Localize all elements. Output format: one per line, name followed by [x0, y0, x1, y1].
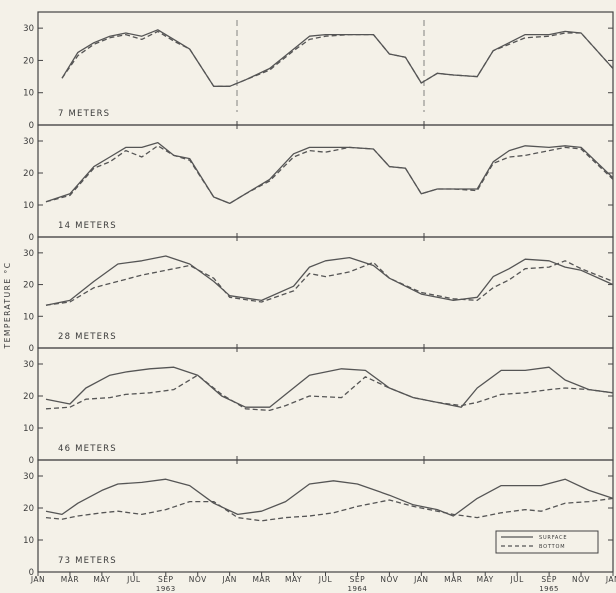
x-month-label: SEP — [541, 575, 557, 584]
y-tick-label: 30 — [23, 249, 34, 259]
panel-depth-label: 28 METERS — [58, 332, 117, 342]
bottom-line — [45, 497, 614, 522]
y-tick-label: 30 — [23, 472, 34, 482]
panel-28-meters: 0 10 20 30 28 METERS — [23, 233, 614, 354]
x-month-label: MAY — [285, 575, 302, 584]
panel-depth-label: 46 METERS — [58, 444, 117, 454]
y-tick-label: 0 — [29, 344, 34, 354]
panel-depth-label: 7 METERS — [58, 109, 110, 119]
panel-depth-label: 73 METERS — [58, 556, 117, 566]
y-tick-label: 30 — [23, 24, 34, 34]
depth-panels: 0 10 20 30 7 METERS 0 10 20 30 14 METERS 0 10 20 30 28… — [23, 11, 614, 578]
x-month-label: SEP — [350, 575, 366, 584]
bottom-line — [45, 260, 614, 306]
panel-14-meters: 0 10 20 30 14 METERS — [23, 121, 614, 243]
y-tick-label: 0 — [29, 233, 34, 243]
bottom-line — [45, 374, 614, 412]
y-tick-label: 20 — [23, 504, 34, 514]
x-year-label: 1963 — [156, 585, 176, 593]
y-tick-label: 30 — [23, 360, 34, 370]
x-month-label: JUL — [509, 575, 524, 584]
y-tick-label: 0 — [29, 568, 34, 578]
surface-line — [45, 366, 614, 408]
y-tick-label: 10 — [23, 536, 34, 546]
month-axis: JAN MAR MAY JUL SEP NOV JAN MAR MAY JUL SEP NOV JAN M… — [30, 572, 616, 593]
surface-line — [45, 478, 614, 517]
x-month-label: JAN — [30, 575, 45, 584]
y-tick-label: 20 — [23, 392, 34, 402]
panel-depth-label: 14 METERS — [58, 221, 117, 231]
x-month-label: JAN — [605, 575, 616, 584]
y-tick-label: 30 — [23, 137, 34, 147]
legend-box — [495, 530, 599, 554]
x-year-label: 1965 — [539, 585, 559, 593]
bottom-line — [45, 145, 614, 205]
x-month-label: NOV — [189, 575, 207, 584]
legend-bottom-label: BOTTOM — [539, 544, 565, 550]
y-tick-label: 10 — [23, 201, 34, 211]
surface-line — [61, 29, 614, 87]
surface-line — [45, 255, 614, 306]
y-tick-label: 10 — [23, 312, 34, 322]
panel-46-meters: 0 10 20 30 46 METERS — [23, 344, 614, 466]
legend-surface-label: SURFACE — [539, 535, 567, 541]
x-month-label: NOV — [380, 575, 398, 584]
surface-line — [45, 141, 614, 205]
y-tick-label: 0 — [29, 121, 34, 131]
x-month-label: JUL — [318, 575, 333, 584]
x-month-label: JAN — [413, 575, 428, 584]
y-tick-label: 20 — [23, 56, 34, 66]
bottom-line — [61, 30, 614, 87]
x-month-label: JUL — [126, 575, 141, 584]
x-month-label: MAY — [477, 575, 494, 584]
x-month-label: SEP — [158, 575, 174, 584]
y-tick-label: 10 — [23, 89, 34, 99]
y-tick-label: 20 — [23, 281, 34, 291]
x-month-label: MAR — [444, 575, 462, 584]
x-month-label: NOV — [572, 575, 590, 584]
legend: SURFACE BOTTOM — [495, 530, 599, 554]
x-month-label: MAR — [252, 575, 270, 584]
y-tick-label: 10 — [23, 424, 34, 434]
x-year-label: 1964 — [348, 585, 368, 593]
x-month-label: MAY — [93, 575, 110, 584]
y-tick-label: 20 — [23, 169, 34, 179]
x-month-label: MAR — [61, 575, 79, 584]
y-axis-label: TEMPERATURE °C — [3, 262, 12, 350]
x-month-label: JAN — [222, 575, 237, 584]
y-tick-label: 0 — [29, 456, 34, 466]
